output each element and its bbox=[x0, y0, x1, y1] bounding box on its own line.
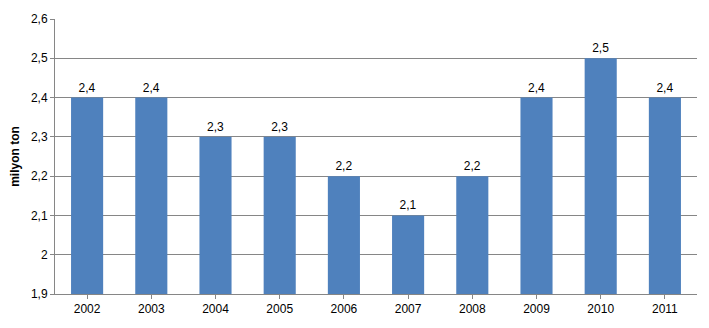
svg-text:2004: 2004 bbox=[202, 302, 229, 316]
svg-text:milyon ton: milyon ton bbox=[8, 126, 22, 187]
svg-text:2,5: 2,5 bbox=[592, 41, 609, 55]
svg-text:2002: 2002 bbox=[74, 302, 101, 316]
svg-text:2,4: 2,4 bbox=[31, 91, 48, 105]
svg-text:2,3: 2,3 bbox=[31, 130, 48, 144]
svg-text:2,4: 2,4 bbox=[79, 81, 96, 95]
svg-text:2008: 2008 bbox=[459, 302, 486, 316]
svg-text:2: 2 bbox=[41, 248, 48, 262]
svg-text:2,2: 2,2 bbox=[31, 169, 48, 183]
svg-text:2,2: 2,2 bbox=[335, 159, 352, 173]
svg-text:2,1: 2,1 bbox=[31, 209, 48, 223]
svg-text:2005: 2005 bbox=[266, 302, 293, 316]
svg-text:2010: 2010 bbox=[587, 302, 614, 316]
svg-text:2,4: 2,4 bbox=[656, 81, 673, 95]
svg-text:2,4: 2,4 bbox=[528, 81, 545, 95]
svg-text:2,3: 2,3 bbox=[271, 120, 288, 134]
svg-text:2003: 2003 bbox=[138, 302, 165, 316]
svg-text:2,6: 2,6 bbox=[31, 12, 48, 26]
svg-text:2011: 2011 bbox=[652, 302, 678, 316]
svg-text:2007: 2007 bbox=[395, 302, 422, 316]
svg-text:2006: 2006 bbox=[331, 302, 358, 316]
svg-text:2,1: 2,1 bbox=[400, 198, 417, 212]
svg-text:2009: 2009 bbox=[523, 302, 550, 316]
svg-text:1,9: 1,9 bbox=[31, 287, 48, 301]
svg-text:2,4: 2,4 bbox=[143, 81, 160, 95]
svg-text:2,2: 2,2 bbox=[464, 159, 481, 173]
svg-text:2,5: 2,5 bbox=[31, 51, 48, 65]
svg-text:2,3: 2,3 bbox=[207, 120, 224, 134]
